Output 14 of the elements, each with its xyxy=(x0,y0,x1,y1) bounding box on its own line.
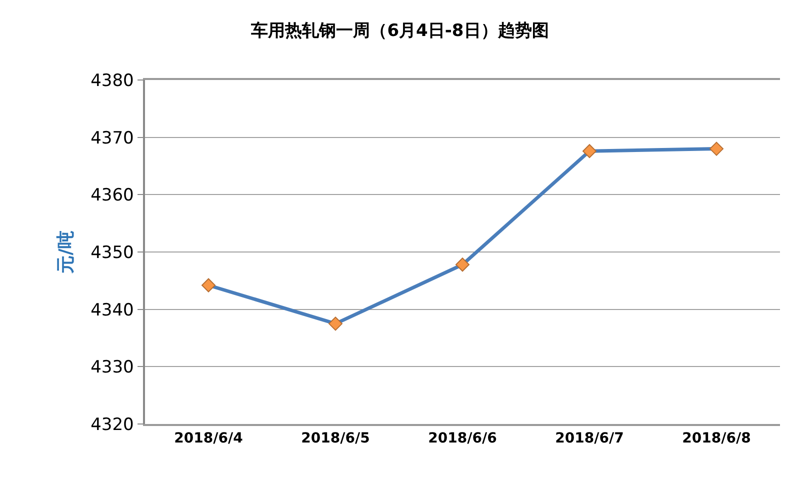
y-tick-label: 4320 xyxy=(90,414,134,435)
y-tick-label: 4360 xyxy=(90,186,134,206)
x-tick-label: 2018/6/8 xyxy=(682,430,751,447)
y-tick-label: 4340 xyxy=(90,300,134,320)
y-tick-label: 4330 xyxy=(90,358,134,378)
x-tick-label: 2018/6/4 xyxy=(174,430,244,447)
x-tick-label: 2018/6/6 xyxy=(428,430,497,447)
x-tick-label: 2018/6/7 xyxy=(555,430,624,447)
y-axis-title: 元/吨 xyxy=(55,230,76,274)
y-tick-label: 4380 xyxy=(90,70,134,91)
y-tick-label: 4350 xyxy=(90,242,134,263)
y-tick-label: 4370 xyxy=(90,128,134,148)
chart-title: 车用热轧钢一周（6月4日-8日）趋势图 xyxy=(250,20,549,41)
x-tick-label: 2018/6/5 xyxy=(301,430,370,447)
